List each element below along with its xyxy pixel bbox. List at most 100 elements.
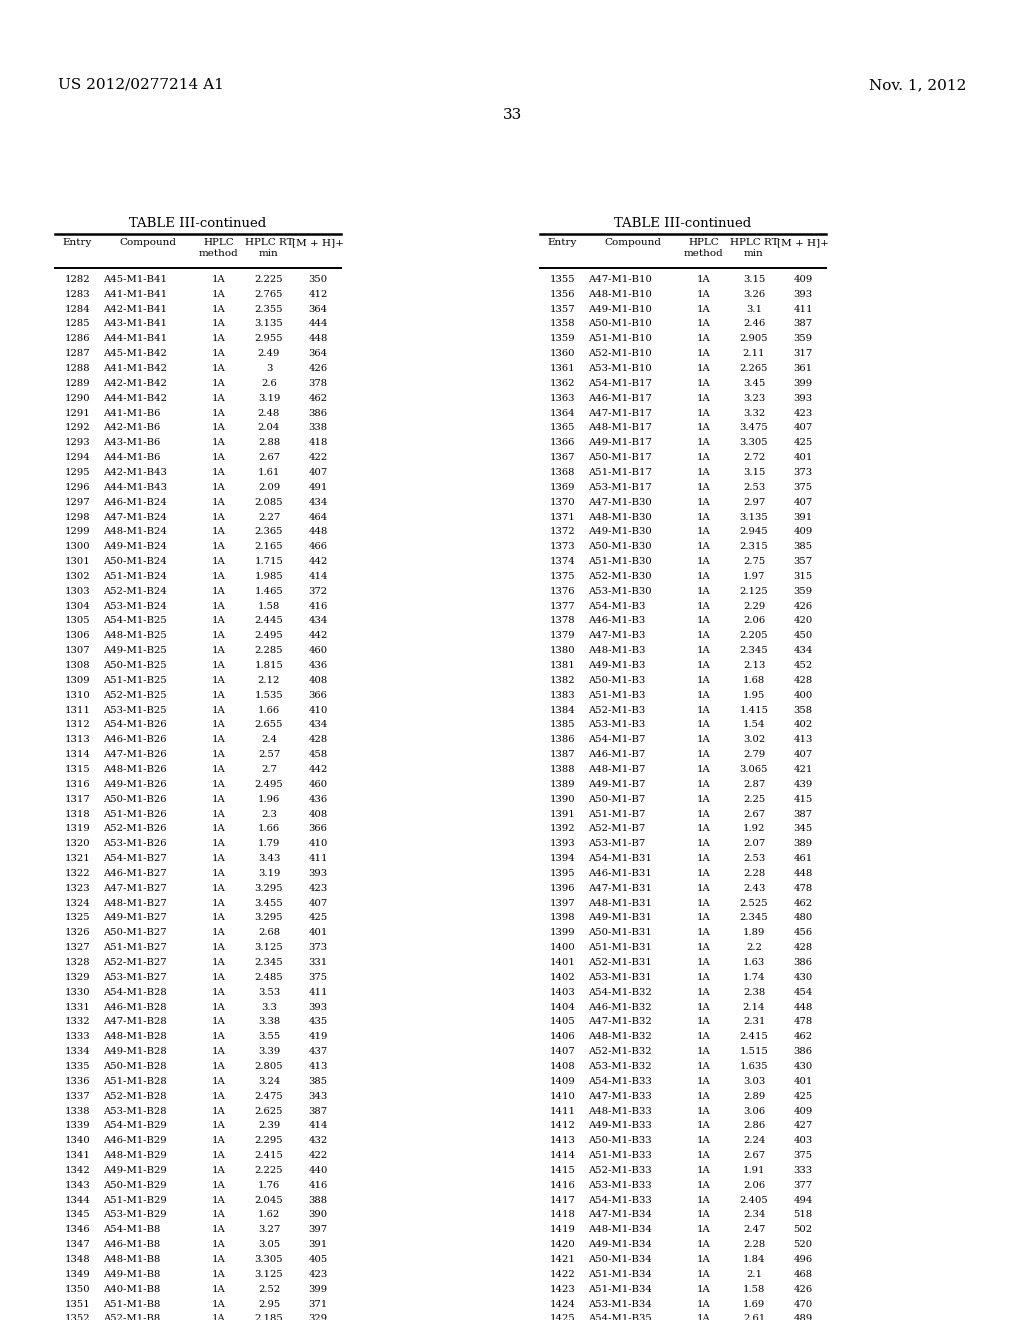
Text: 2.34: 2.34 bbox=[742, 1210, 765, 1220]
Text: 1A: 1A bbox=[212, 987, 226, 997]
Text: 1304: 1304 bbox=[65, 602, 90, 611]
Text: A47-M1-B28: A47-M1-B28 bbox=[103, 1018, 167, 1027]
Text: 1A: 1A bbox=[697, 1300, 711, 1308]
Text: 432: 432 bbox=[308, 1137, 328, 1146]
Text: 1A: 1A bbox=[212, 334, 226, 343]
Text: 387: 387 bbox=[794, 319, 813, 329]
Text: 2.315: 2.315 bbox=[739, 543, 768, 552]
Text: A51-M1-B3: A51-M1-B3 bbox=[588, 690, 645, 700]
Text: 1422: 1422 bbox=[550, 1270, 575, 1279]
Text: 1355: 1355 bbox=[550, 275, 575, 284]
Text: 1351: 1351 bbox=[65, 1300, 90, 1308]
Text: 1A: 1A bbox=[697, 1032, 711, 1041]
Text: 1381: 1381 bbox=[550, 661, 575, 671]
Text: 1A: 1A bbox=[212, 275, 226, 284]
Text: 1303: 1303 bbox=[65, 587, 90, 595]
Text: A50-M1-B33: A50-M1-B33 bbox=[588, 1137, 651, 1146]
Text: 3.39: 3.39 bbox=[258, 1047, 281, 1056]
Text: 1413: 1413 bbox=[550, 1137, 575, 1146]
Text: 1356: 1356 bbox=[550, 290, 575, 298]
Text: 426: 426 bbox=[794, 602, 813, 611]
Text: 1283: 1283 bbox=[65, 290, 90, 298]
Text: 2.355: 2.355 bbox=[255, 305, 284, 314]
Text: A54-M1-B25: A54-M1-B25 bbox=[103, 616, 167, 626]
Text: 1285: 1285 bbox=[65, 319, 90, 329]
Text: A48-M1-B25: A48-M1-B25 bbox=[103, 631, 167, 640]
Text: 1322: 1322 bbox=[65, 869, 90, 878]
Text: 386: 386 bbox=[308, 409, 328, 417]
Text: 345: 345 bbox=[794, 825, 813, 833]
Text: 1352: 1352 bbox=[65, 1315, 90, 1320]
Text: 399: 399 bbox=[794, 379, 813, 388]
Text: 1.535: 1.535 bbox=[255, 690, 284, 700]
Text: 430: 430 bbox=[794, 973, 813, 982]
Text: 1310: 1310 bbox=[65, 690, 90, 700]
Text: A53-M1-B33: A53-M1-B33 bbox=[588, 1181, 651, 1189]
Text: 1292: 1292 bbox=[65, 424, 90, 433]
Text: A51-M1-B34: A51-M1-B34 bbox=[588, 1284, 652, 1294]
Text: 1.985: 1.985 bbox=[255, 572, 284, 581]
Text: 1A: 1A bbox=[697, 869, 711, 878]
Text: A44-M1-B43: A44-M1-B43 bbox=[103, 483, 167, 492]
Text: 470: 470 bbox=[794, 1300, 813, 1308]
Text: 385: 385 bbox=[794, 543, 813, 552]
Text: A49-M1-B3: A49-M1-B3 bbox=[588, 661, 645, 671]
Text: A53-M1-B29: A53-M1-B29 bbox=[103, 1210, 167, 1220]
Text: 460: 460 bbox=[308, 647, 328, 655]
Text: 518: 518 bbox=[794, 1210, 813, 1220]
Text: 2.47: 2.47 bbox=[742, 1225, 765, 1234]
Text: 1417: 1417 bbox=[550, 1196, 575, 1205]
Text: 1323: 1323 bbox=[65, 884, 90, 892]
Text: 1A: 1A bbox=[697, 973, 711, 982]
Text: 1A: 1A bbox=[212, 1210, 226, 1220]
Text: A49-M1-B17: A49-M1-B17 bbox=[588, 438, 652, 447]
Text: 1374: 1374 bbox=[550, 557, 575, 566]
Text: 1404: 1404 bbox=[550, 1003, 575, 1011]
Text: 425: 425 bbox=[794, 1092, 813, 1101]
Text: 2.295: 2.295 bbox=[255, 1137, 284, 1146]
Text: A41-M1-B41: A41-M1-B41 bbox=[103, 290, 167, 298]
Text: 1.58: 1.58 bbox=[258, 602, 281, 611]
Text: 3.19: 3.19 bbox=[258, 869, 281, 878]
Text: 1368: 1368 bbox=[550, 469, 575, 477]
Text: 1A: 1A bbox=[697, 1196, 711, 1205]
Text: A54-M1-B3: A54-M1-B3 bbox=[588, 602, 645, 611]
Text: 1409: 1409 bbox=[550, 1077, 575, 1086]
Text: 2.495: 2.495 bbox=[255, 631, 284, 640]
Text: 2.97: 2.97 bbox=[742, 498, 765, 507]
Text: 1A: 1A bbox=[212, 1122, 226, 1130]
Text: 2.79: 2.79 bbox=[742, 750, 765, 759]
Text: 1406: 1406 bbox=[550, 1032, 575, 1041]
Text: 393: 393 bbox=[794, 290, 813, 298]
Text: 422: 422 bbox=[308, 1151, 328, 1160]
Text: 357: 357 bbox=[794, 557, 813, 566]
Text: 478: 478 bbox=[794, 1018, 813, 1027]
Text: 1A: 1A bbox=[697, 275, 711, 284]
Text: A48-M1-B34: A48-M1-B34 bbox=[588, 1225, 652, 1234]
Text: 414: 414 bbox=[308, 572, 328, 581]
Text: 2.225: 2.225 bbox=[255, 275, 284, 284]
Text: 422: 422 bbox=[308, 453, 328, 462]
Text: 450: 450 bbox=[794, 631, 813, 640]
Text: 1385: 1385 bbox=[550, 721, 575, 730]
Text: A50-M1-B26: A50-M1-B26 bbox=[103, 795, 167, 804]
Text: 3.305: 3.305 bbox=[255, 1255, 284, 1265]
Text: A50-M1-B10: A50-M1-B10 bbox=[588, 319, 651, 329]
Text: 1A: 1A bbox=[697, 616, 711, 626]
Text: 1330: 1330 bbox=[65, 987, 90, 997]
Text: 1307: 1307 bbox=[65, 647, 90, 655]
Text: 1321: 1321 bbox=[65, 854, 90, 863]
Text: A49-M1-B29: A49-M1-B29 bbox=[103, 1166, 167, 1175]
Text: A49-M1-B8: A49-M1-B8 bbox=[103, 1270, 161, 1279]
Text: 317: 317 bbox=[794, 350, 813, 358]
Text: A52-M1-B26: A52-M1-B26 bbox=[103, 825, 167, 833]
Text: 2.52: 2.52 bbox=[258, 1284, 281, 1294]
Text: 1A: 1A bbox=[697, 469, 711, 477]
Text: 2.165: 2.165 bbox=[255, 543, 284, 552]
Text: A48-M1-B27: A48-M1-B27 bbox=[103, 899, 167, 908]
Text: 2.29: 2.29 bbox=[742, 602, 765, 611]
Text: 1A: 1A bbox=[697, 512, 711, 521]
Text: A48-M1-B28: A48-M1-B28 bbox=[103, 1032, 167, 1041]
Text: 2.67: 2.67 bbox=[743, 1151, 765, 1160]
Text: 1A: 1A bbox=[212, 750, 226, 759]
